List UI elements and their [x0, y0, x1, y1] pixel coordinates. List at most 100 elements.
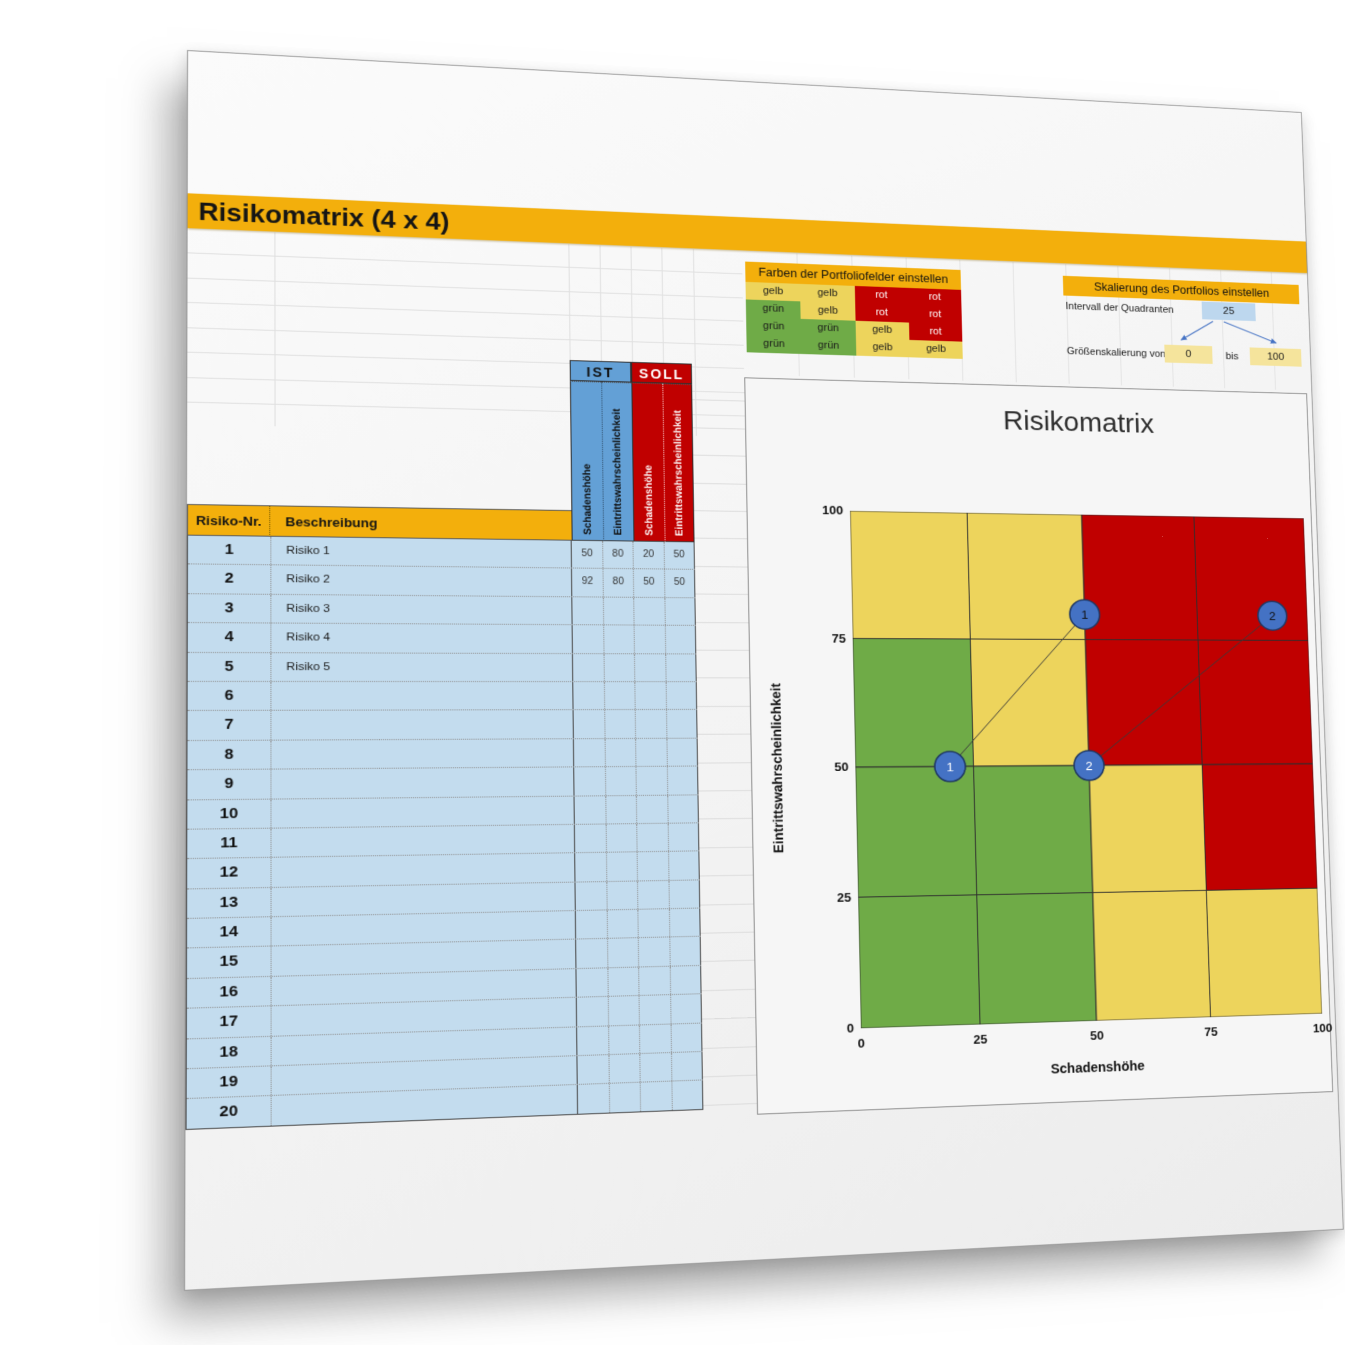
cell-risk-nr[interactable]: 8 — [187, 740, 271, 769]
cell-ist-schaden[interactable] — [574, 682, 605, 709]
cell-soll-schaden[interactable] — [636, 710, 667, 737]
cell-soll-schaden[interactable] — [639, 938, 670, 967]
cell-soll-schaden[interactable]: 20 — [634, 542, 665, 569]
cell-ist-schaden[interactable] — [578, 1055, 610, 1084]
color-cell[interactable]: grün — [746, 317, 801, 336]
cell-ist-eintritt[interactable] — [610, 1083, 642, 1112]
cell-beschreibung[interactable] — [271, 796, 575, 827]
cell-ist-eintritt[interactable]: 80 — [603, 541, 634, 568]
cell-beschreibung[interactable] — [271, 739, 574, 769]
cell-soll-schaden[interactable] — [638, 852, 669, 880]
cell-beschreibung[interactable] — [271, 825, 575, 857]
cell-risk-nr[interactable]: 9 — [187, 770, 271, 799]
cell-soll-eintritt[interactable] — [665, 598, 696, 625]
cell-ist-schaden[interactable] — [573, 654, 604, 681]
cell-soll-eintritt[interactable] — [668, 795, 699, 823]
cell-ist-schaden[interactable]: 92 — [572, 569, 603, 597]
cell-soll-eintritt[interactable] — [670, 937, 701, 965]
cell-ist-eintritt[interactable] — [605, 710, 636, 738]
cell-ist-schaden[interactable] — [577, 968, 609, 997]
cell-soll-schaden[interactable] — [635, 626, 666, 653]
cell-soll-schaden[interactable] — [637, 767, 668, 795]
cell-ist-eintritt[interactable] — [604, 654, 635, 681]
cell-ist-eintritt[interactable] — [609, 1054, 641, 1083]
cell-beschreibung[interactable]: Risiko 2 — [271, 566, 572, 596]
color-cell[interactable]: gelb — [909, 340, 963, 359]
cell-beschreibung[interactable] — [271, 853, 575, 886]
cell-ist-eintritt[interactable] — [605, 682, 636, 709]
cell-risk-nr[interactable]: 2 — [188, 565, 271, 594]
cell-soll-eintritt[interactable]: 50 — [665, 570, 696, 597]
cell-beschreibung[interactable] — [271, 710, 574, 739]
cell-ist-schaden[interactable] — [576, 910, 608, 939]
cell-beschreibung[interactable]: Risiko 5 — [271, 653, 573, 681]
cell-soll-eintritt[interactable]: 50 — [664, 542, 695, 569]
cell-soll-eintritt[interactable] — [669, 880, 700, 908]
cell-risk-nr[interactable]: 10 — [187, 799, 271, 828]
color-cell[interactable]: rot — [908, 305, 962, 324]
cell-soll-schaden[interactable] — [636, 739, 667, 767]
cell-soll-eintritt[interactable] — [669, 852, 700, 880]
cell-risk-nr[interactable]: 3 — [188, 594, 271, 623]
cell-soll-schaden[interactable] — [635, 654, 666, 681]
cell-soll-schaden[interactable] — [637, 795, 668, 823]
cell-risk-nr[interactable]: 18 — [187, 1036, 272, 1068]
cell-soll-schaden[interactable] — [641, 1082, 673, 1111]
cell-ist-schaden[interactable] — [573, 625, 604, 652]
cell-ist-eintritt[interactable] — [606, 767, 637, 795]
cell-ist-schaden[interactable] — [578, 1084, 610, 1113]
cell-soll-eintritt[interactable] — [667, 710, 698, 737]
cell-risk-nr[interactable]: 11 — [187, 829, 271, 859]
cell-beschreibung[interactable]: Risiko 1 — [271, 537, 572, 568]
cell-ist-schaden[interactable] — [577, 1026, 609, 1055]
cell-soll-eintritt[interactable] — [672, 1081, 703, 1110]
color-cell[interactable]: rot — [909, 323, 963, 342]
cell-soll-schaden[interactable] — [638, 881, 669, 909]
color-cell[interactable]: gelb — [801, 301, 856, 320]
cell-ist-schaden[interactable] — [575, 853, 607, 881]
cell-soll-eintritt[interactable] — [666, 654, 697, 681]
color-cell[interactable]: grün — [746, 299, 801, 318]
color-cell[interactable]: rot — [855, 303, 909, 322]
cell-ist-schaden[interactable] — [575, 796, 607, 824]
cell-soll-schaden[interactable] — [639, 909, 670, 937]
cell-risk-nr[interactable]: 7 — [188, 711, 272, 740]
cell-ist-eintritt[interactable] — [608, 939, 640, 968]
cell-soll-eintritt[interactable] — [670, 966, 701, 995]
cell-soll-eintritt[interactable] — [666, 682, 697, 709]
cell-soll-eintritt[interactable] — [665, 626, 696, 653]
cell-ist-eintritt[interactable] — [606, 795, 637, 823]
cell-ist-eintritt[interactable] — [608, 967, 640, 996]
cell-risk-nr[interactable]: 4 — [188, 623, 272, 652]
cell-soll-schaden[interactable] — [639, 967, 670, 996]
cell-ist-eintritt[interactable] — [605, 739, 636, 767]
cell-beschreibung[interactable]: Risiko 3 — [271, 595, 573, 625]
cell-risk-nr[interactable]: 13 — [187, 888, 271, 918]
color-cell[interactable]: gelb — [745, 282, 800, 302]
cell-ist-eintritt[interactable] — [606, 824, 637, 852]
cell-ist-schaden[interactable] — [574, 767, 605, 795]
cell-ist-eintritt[interactable]: 80 — [603, 569, 634, 596]
cell-risk-nr[interactable]: 1 — [188, 536, 271, 565]
cell-soll-schaden[interactable] — [635, 682, 666, 709]
cell-soll-eintritt[interactable] — [672, 1052, 703, 1081]
color-cell[interactable]: rot — [908, 288, 962, 307]
cell-soll-schaden[interactable] — [640, 995, 671, 1024]
cell-risk-nr[interactable]: 6 — [188, 682, 272, 710]
cell-soll-eintritt[interactable] — [668, 823, 699, 851]
cell-ist-eintritt[interactable] — [609, 1025, 641, 1054]
size-to-cell[interactable]: 100 — [1250, 347, 1302, 366]
cell-soll-schaden[interactable] — [640, 1053, 672, 1082]
cell-beschreibung[interactable] — [271, 768, 574, 799]
cell-risk-nr[interactable]: 15 — [187, 947, 271, 978]
cell-ist-schaden[interactable]: 50 — [572, 541, 603, 569]
cell-soll-eintritt[interactable] — [671, 1023, 702, 1052]
cell-ist-schaden[interactable] — [574, 739, 605, 767]
color-cell[interactable]: rot — [854, 286, 908, 305]
cell-soll-eintritt[interactable] — [667, 738, 698, 765]
cell-soll-schaden[interactable] — [634, 598, 665, 625]
cell-ist-eintritt[interactable] — [608, 996, 640, 1025]
cell-ist-eintritt[interactable] — [607, 881, 638, 909]
cell-risk-nr[interactable]: 20 — [187, 1096, 272, 1128]
color-cell[interactable]: grün — [801, 319, 856, 338]
